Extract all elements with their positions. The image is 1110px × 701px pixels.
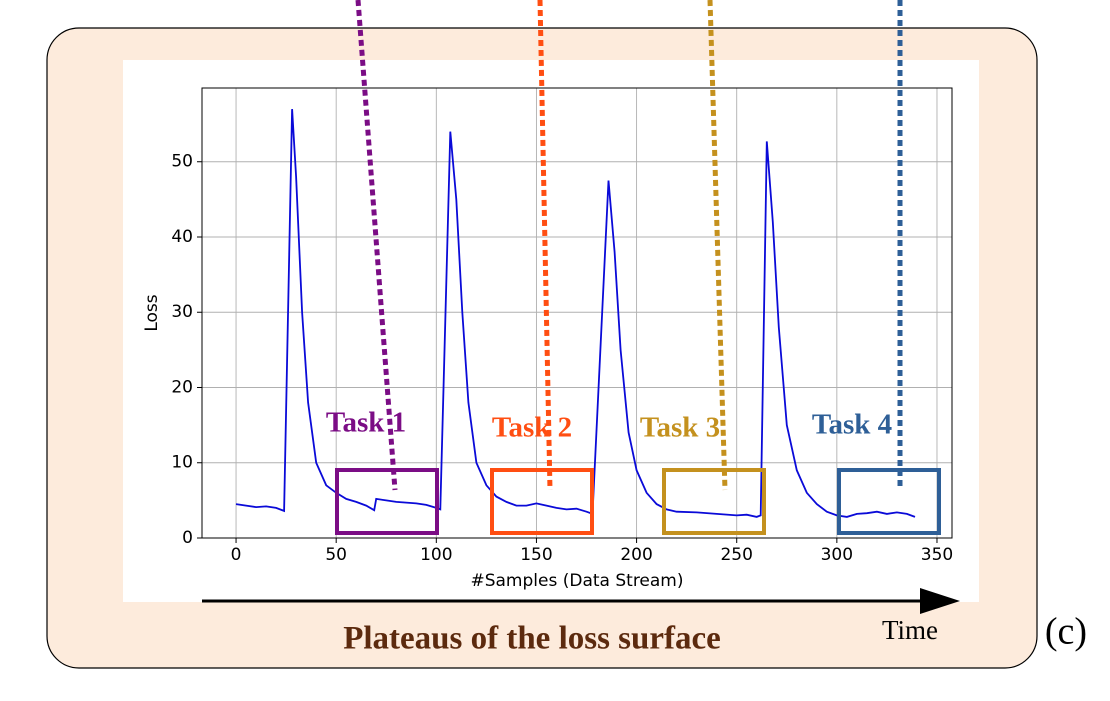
plot: 0 50 100 150 200 250 300 350 0 10 20 30 40 50 bbox=[171, 87, 953, 565]
task-connector bbox=[537, 0, 553, 491]
x-tick-label: 50 bbox=[325, 545, 347, 565]
x-tick-label: 300 bbox=[821, 545, 853, 565]
task-label: Task 1 bbox=[326, 407, 406, 439]
y-tick-label: 50 bbox=[171, 152, 193, 172]
plateau-box bbox=[837, 468, 941, 535]
chart-background bbox=[123, 60, 979, 602]
y-axis-label: Loss bbox=[142, 294, 162, 331]
x-tick-label: 250 bbox=[720, 545, 752, 565]
task-label: Task 2 bbox=[492, 412, 572, 444]
y-tick-label: 0 bbox=[182, 528, 193, 548]
plateau-box bbox=[335, 468, 439, 535]
x-tick-label: 0 bbox=[231, 545, 242, 565]
x-tick-label: 150 bbox=[520, 545, 552, 565]
y-tick-label: 10 bbox=[171, 453, 193, 473]
plot-frame bbox=[201, 87, 953, 539]
x-tick-label: 350 bbox=[921, 545, 953, 565]
task-connector bbox=[707, 0, 728, 491]
plateau-box bbox=[662, 468, 766, 535]
y-tick-label: 30 bbox=[171, 302, 193, 322]
x-tick-label: 100 bbox=[420, 545, 452, 565]
time-arrowhead bbox=[920, 588, 960, 614]
x-tick-label: 200 bbox=[620, 545, 652, 565]
y-tick-label: 40 bbox=[171, 227, 193, 247]
task-label: Task 4 bbox=[812, 409, 892, 441]
plateau-box bbox=[490, 468, 594, 535]
panel-label: (c) bbox=[1045, 611, 1087, 653]
y-tick-label: 20 bbox=[171, 377, 193, 397]
x-axis-label: #Samples (Data Stream) bbox=[470, 571, 683, 591]
chart-title: Plateaus of the loss surface bbox=[343, 621, 721, 657]
task-connector bbox=[355, 0, 398, 491]
task-label: Task 3 bbox=[640, 412, 720, 444]
time-label: Time bbox=[882, 615, 938, 645]
